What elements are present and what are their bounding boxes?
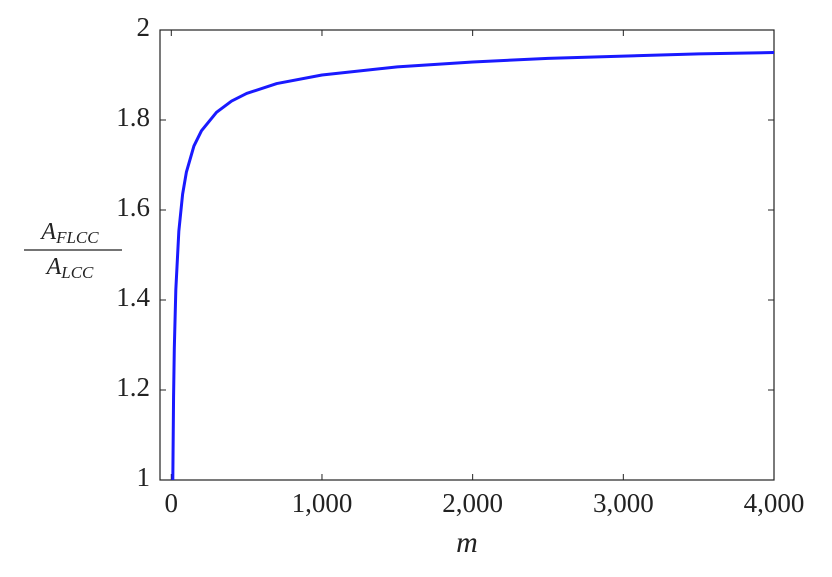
y-tick-label: 1.2 — [116, 372, 150, 402]
plot-frame — [159, 29, 775, 481]
y-tick-label: 1 — [137, 462, 151, 492]
y-label-denominator: ALCC — [45, 254, 94, 282]
y-label-num-sub: FLCC — [55, 228, 99, 247]
y-tick-label: 1.4 — [116, 282, 150, 312]
y-tick-label: 1.6 — [116, 192, 150, 222]
y-label-numerator: AFLCC — [39, 219, 99, 247]
y-label-num-base: A — [39, 219, 56, 245]
data-line — [171, 51, 775, 481]
x-axis-label: m — [456, 526, 478, 559]
y-tick-label: 2 — [137, 12, 151, 42]
y-axis-label: AFLCC ALCC — [24, 219, 122, 282]
x-tick-label: 4,000 — [744, 488, 805, 518]
x-tick-label: 1,000 — [292, 488, 353, 518]
x-tick-label: 0 — [165, 488, 179, 518]
y-tick-label: 1.8 — [116, 102, 150, 132]
x-tick-label: 2,000 — [442, 488, 503, 518]
x-tick-label: 3,000 — [593, 488, 654, 518]
y-label-den-sub: LCC — [60, 263, 94, 282]
y-label-den-base: A — [45, 254, 62, 280]
